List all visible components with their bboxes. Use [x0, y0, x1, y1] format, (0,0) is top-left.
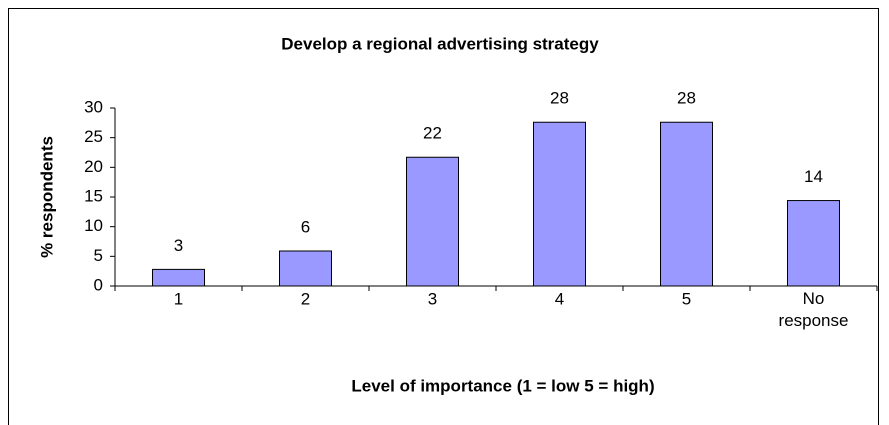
x-tick-label: No response — [779, 289, 849, 330]
y-tick-label: 5 — [94, 246, 103, 265]
data-label: 14 — [804, 167, 823, 186]
bar — [660, 121, 713, 287]
y-tick-label: 20 — [84, 157, 103, 176]
chart-title: Develop a regional advertising strategy — [281, 34, 599, 53]
x-tick-label: 2 — [301, 289, 310, 308]
y-axis-title: % respondents — [37, 136, 56, 258]
x-tick-label: 4 — [555, 289, 564, 308]
y-tick-label: 15 — [84, 186, 103, 205]
y-tick-label: 25 — [84, 127, 103, 146]
data-label: 22 — [423, 124, 442, 143]
x-axis-title: Level of importance (1 = low 5 = high) — [351, 376, 654, 395]
y-tick-label: 10 — [84, 216, 103, 235]
x-tick-label: 5 — [682, 289, 691, 308]
data-label: 28 — [677, 89, 696, 108]
bar — [533, 121, 586, 287]
y-tick-label: 0 — [94, 275, 103, 294]
data-label: 6 — [301, 217, 310, 236]
x-tick-label: 1 — [174, 289, 183, 308]
data-label: 3 — [174, 236, 183, 255]
x-tick-label: 3 — [428, 289, 437, 308]
data-label: 28 — [550, 89, 569, 108]
bar — [787, 200, 840, 287]
y-tick-label: 30 — [84, 97, 103, 116]
bar — [279, 250, 332, 287]
bar — [152, 268, 205, 287]
bar — [406, 156, 459, 287]
